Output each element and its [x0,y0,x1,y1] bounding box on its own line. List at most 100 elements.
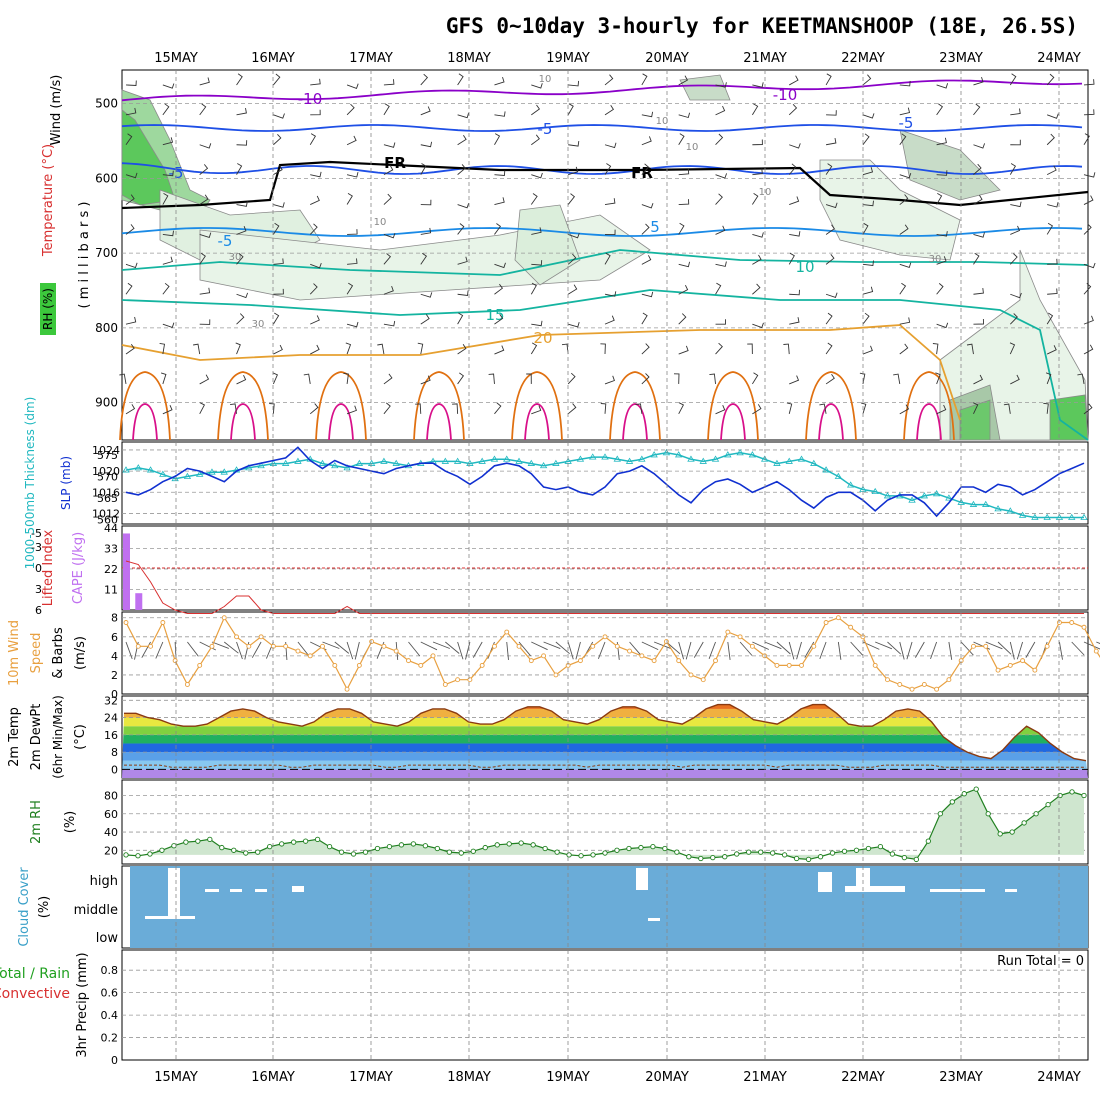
upper-wind-barb-76 [936,137,947,146]
thickness-point-61 [871,487,879,495]
thickness-point-72 [1006,507,1015,514]
surface-wind-barb-7 [211,641,229,649]
rh-label-2: 10 [686,142,699,153]
wind-speed-point-44 [663,639,669,645]
upper-wind-barb-80 [1083,133,1090,145]
ylabel-precip: 3hr Precip (mm) [75,952,90,1057]
upper-wind-barb-134 [1083,195,1094,205]
rh-point-41 [614,847,620,853]
upper-wind-barb-186 [1009,253,1018,265]
upper-wind-barb-243 [125,343,135,355]
surface-wind-barb-18 [346,641,354,660]
upper-wind-barb-229 [604,315,615,325]
ylabel-cloud-unit: (%) [37,896,52,919]
cloud-clear-11 [145,916,195,919]
upper-wind-barb-300 [230,403,237,414]
rh-point-8 [219,844,225,851]
surface-wind-barb-16 [322,641,340,649]
wind-speed-point-18 [344,686,350,692]
wind-speed-point-20 [369,639,375,645]
rh-point-50 [722,854,728,860]
upper-wind-barb-97 [715,173,728,179]
wind-speed-point-30 [492,643,497,649]
precip-tick-0.6: 0.6 [101,987,119,1000]
upper-wind-barb-114 [346,193,353,205]
upper-wind-barb-112 [273,202,285,208]
wind-speed-point-79 [1093,648,1099,654]
upper-wind-barb-110 [199,194,209,205]
upper-wind-barb-226 [494,314,504,325]
wind-speed-point-72 [1007,662,1013,668]
rh-point-17 [326,844,333,850]
rh-point-39 [590,852,596,858]
thickness-point-46 [687,455,695,462]
wind-speed-point-47 [700,677,706,683]
li-tick--3: -3 [31,541,42,554]
upper-wind-barb-107 [1083,172,1096,178]
thickness-point-14 [294,457,302,464]
thickness-point-29 [478,457,486,464]
upper-wind-barb-153 [789,231,801,237]
upper-wind-barb-87 [346,171,359,178]
rh-point-59 [829,850,836,856]
upper-wind-barb-214 [1047,288,1058,295]
panel-frame-upper [121,69,1089,441]
rh-point-65 [901,854,908,861]
upper-wind-barb-7 [383,79,395,86]
upper-wind-barb-5 [310,78,321,86]
cloud-tick-middle: middle [74,903,118,918]
upper-wind-barb-109 [162,193,169,205]
diurnal-loop-2 [315,371,367,441]
wind-tick-4: 4 [111,650,118,663]
rh-shade-4 [514,204,581,286]
rh-point-24 [410,841,417,847]
upper-wind-barb-285 [673,373,680,384]
rh-point-48 [698,855,704,862]
rh-point-73 [997,831,1003,837]
thickness-point-18 [343,464,351,471]
thickness-point-59 [846,481,855,488]
upper-wind-barb-198 [457,290,469,297]
rh-point-64 [889,851,896,857]
rh-point-57 [805,856,812,863]
thickness-point-3 [159,470,167,477]
thickness-point-73 [1018,511,1027,518]
upper-wind-barb-39 [567,103,574,116]
li-tick-6: 6 [35,604,42,617]
upper-wind-barb-239 [973,318,984,325]
diurnal-loop-0 [119,371,171,441]
wind-tick-0: 0 [111,688,118,701]
upper-wind-barb-150 [678,222,685,235]
upper-wind-barb-268 [1046,345,1057,355]
upper-wind-barb-284 [641,373,650,385]
surface-wind-barb-37 [575,641,581,660]
upper-wind-barb-135 [125,224,135,235]
wind-speed-point-40 [614,643,620,649]
top-date-label-21MAY: 21MAY [743,51,787,66]
rh-point-0 [123,852,129,858]
wind-speed-point-37 [577,658,583,664]
contour-label-6: FR [631,164,653,182]
upper-wind-barb-33 [346,103,355,116]
rh-point-16 [314,836,321,842]
thickness-tick-570: 570 [97,471,118,484]
upper-wind-barb-79 [1046,133,1055,146]
ylabel-2m-dewpt: 2m DewPt [29,704,44,771]
rh-point-79 [1069,789,1075,795]
upper-wind-barb-193 [273,288,284,295]
upper-wind-barb-256 [600,343,606,355]
cloud-tick-high: high [90,874,118,889]
diurnal-core-6 [720,403,746,441]
thickness-tick-565: 565 [97,492,118,505]
upper-wind-barb-195 [346,282,354,295]
upper-wind-barb-124 [715,193,723,205]
upper-wind-barb-260 [747,343,753,355]
thickness-point-33 [527,459,536,466]
rh-point-6 [195,838,201,844]
contour-line-6 [121,289,1089,441]
upper-wind-barb-311 [635,403,643,414]
rh-point-25 [422,843,429,849]
wind-speed-point-10 [246,643,252,649]
surface-wind-barb-79 [1096,641,1100,645]
upper-wind-barb-206 [752,283,761,295]
